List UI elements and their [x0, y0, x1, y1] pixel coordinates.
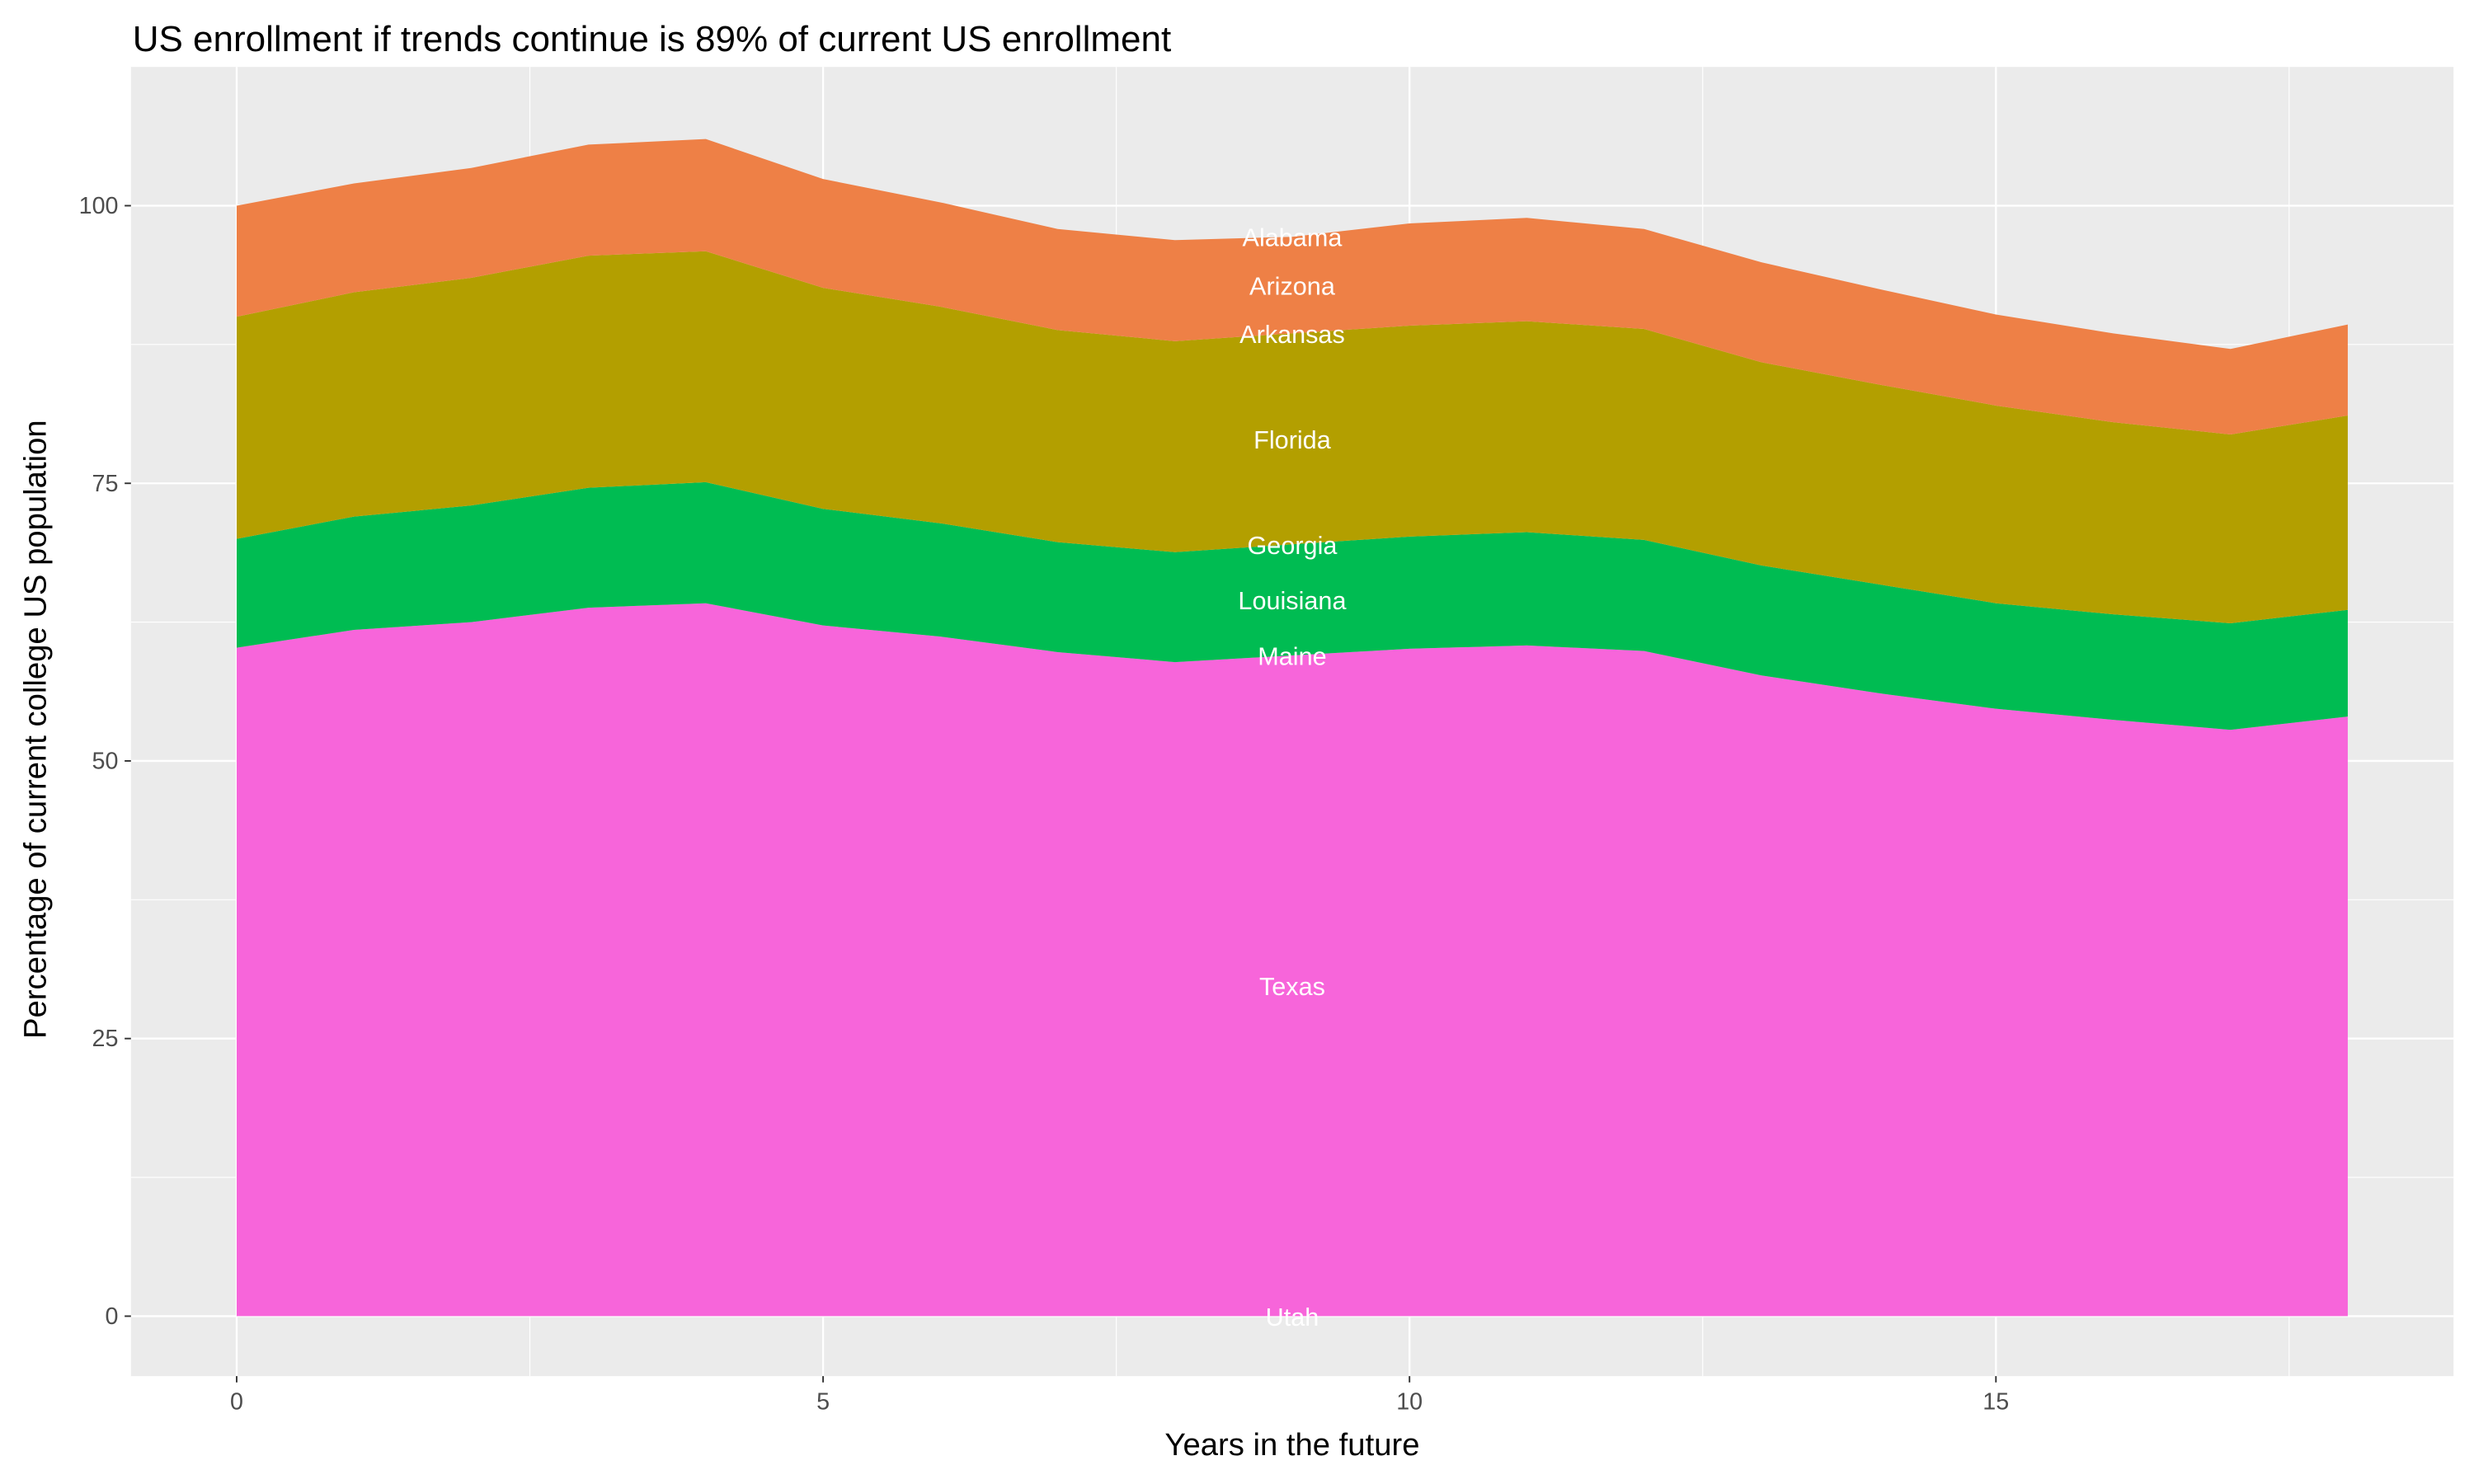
- series-label-utah: Utah: [1266, 1303, 1319, 1331]
- x-tick-label: 0: [230, 1388, 243, 1415]
- y-tick-label: 75: [92, 471, 119, 497]
- area-louisiana: [236, 481, 2348, 730]
- series-labels: Utah Texas Maine Louisiana Georgia Florida Ark…: [1238, 224, 1347, 1331]
- y-tick-label: 0: [106, 1303, 119, 1330]
- axes: 0 5 10 15 0 25 50 75 100: [79, 193, 2010, 1415]
- series-label-maine: Maine: [1258, 642, 1326, 670]
- series-label-florida: Florida: [1253, 426, 1332, 454]
- chart-title: US enrollment if trends continue is 89% …: [133, 19, 1171, 59]
- y-tick-label: 100: [79, 193, 119, 219]
- area-florida: [236, 251, 2348, 623]
- series-label-arizona: Arizona: [1249, 272, 1336, 300]
- area-texas: [236, 603, 2348, 1317]
- x-tick-label: 10: [1396, 1388, 1423, 1415]
- y-tick-label: 25: [92, 1026, 119, 1052]
- x-tick-label: 5: [816, 1388, 830, 1415]
- series-label-arkansas: Arkansas: [1239, 321, 1345, 349]
- series-label-georgia: Georgia: [1248, 532, 1338, 560]
- area-layers: [236, 139, 2348, 1317]
- series-label-alabama: Alabama: [1243, 224, 1343, 252]
- x-axis-label: Years in the future: [1164, 1427, 1419, 1463]
- area-arizona: [236, 139, 2348, 434]
- series-label-louisiana: Louisiana: [1238, 587, 1347, 615]
- y-axis-label: Percentage of current college US populat…: [17, 420, 53, 1039]
- y-tick-label: 50: [92, 749, 119, 775]
- x-tick-label: 15: [1982, 1388, 2009, 1415]
- series-label-texas: Texas: [1259, 973, 1325, 1001]
